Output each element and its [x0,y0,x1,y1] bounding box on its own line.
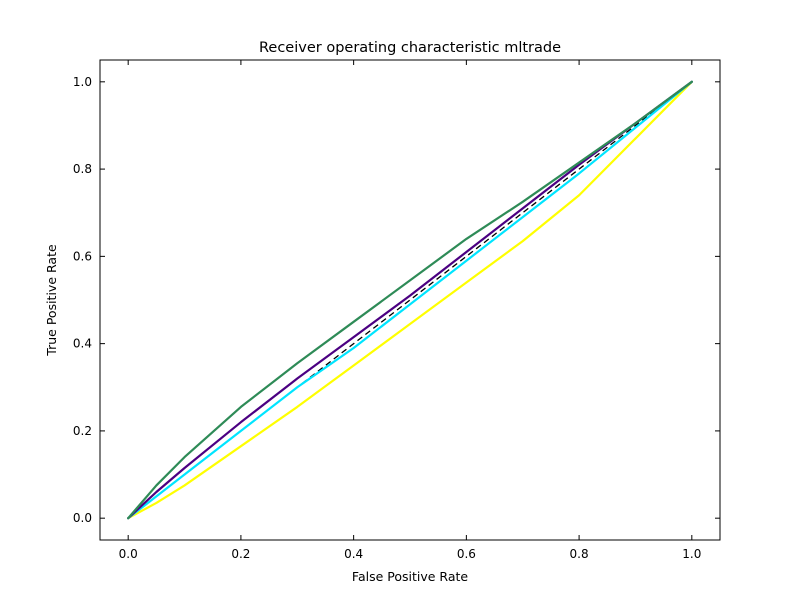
y-tick-label: 0.8 [73,162,92,176]
y-axis-label: True Positive Rate [44,244,59,357]
x-axis-label: False Positive Rate [352,569,468,584]
plot-area: 0.0 0.2 0.4 0.6 0.8 1.0 0.0 0.2 0.4 0.6 0.8 1.0 [73,59,721,561]
x-tick-label: 0.0 [119,547,138,561]
roc-curve-2 [127,80,693,520]
x-tick-label: 1.0 [682,547,701,561]
axes-frame [99,59,721,541]
y-tick-label: 0.2 [73,424,92,438]
y-tick-label: 0.0 [73,511,92,525]
x-tick-label: 0.6 [457,547,476,561]
roc-curve-3 [127,80,693,520]
y-tick-label: 0.4 [73,337,92,351]
roc-curve-4 [127,80,693,520]
x-tick-label: 0.8 [570,547,589,561]
x-tick-label: 0.4 [344,547,363,561]
y-tick-label: 0.6 [73,249,92,263]
chart-title: Receiver operating characteristic mltrad… [259,40,561,56]
chance-diagonal-line [127,81,693,519]
x-tick-label: 0.2 [231,547,250,561]
roc-curve-1 [127,80,693,520]
y-tick-label: 1.0 [73,75,92,89]
